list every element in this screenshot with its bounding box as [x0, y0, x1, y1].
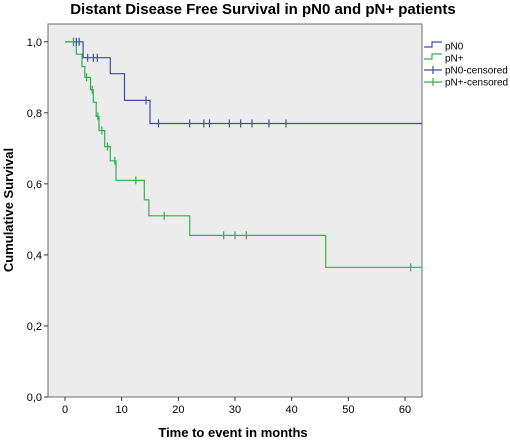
x-axis-label: Time to event in months: [158, 425, 307, 440]
x-tick-label: 20: [172, 404, 184, 416]
x-tick-label: 10: [116, 404, 128, 416]
y-axis: 0,0 0,2 0,4 0,6 0,8 1,0: [27, 37, 48, 404]
y-tick-label: 0,8: [27, 108, 42, 120]
y-axis-label: Cumulative Survival: [1, 148, 16, 272]
legend-label: pN+: [445, 54, 464, 65]
chart-title: Distant Disease Free Survival in pN0 and…: [70, 1, 456, 18]
y-tick-label: 1,0: [27, 37, 42, 49]
series-line-pn0: [65, 41, 422, 125]
plot-area: [47, 23, 423, 398]
legend-label: pN0: [445, 42, 464, 53]
x-tick-label: 0: [62, 404, 68, 416]
y-tick-label: 0,4: [27, 250, 42, 262]
x-tick-label: 30: [229, 404, 241, 416]
legend-label: pN0-censored: [445, 66, 508, 77]
legend-symbol: [424, 41, 442, 48]
x-tick-label: 60: [399, 404, 411, 416]
legend-label: pN+-censored: [445, 78, 508, 89]
legend-symbol: [424, 53, 442, 60]
y-tick-label: 0,0: [27, 392, 42, 404]
censor-marks: [72, 37, 412, 272]
y-tick-label: 0,6: [27, 179, 42, 191]
x-tick-label: 40: [286, 404, 298, 416]
y-tick-label: 0,2: [27, 321, 42, 333]
x-tick-label: 50: [342, 404, 354, 416]
x-axis: 0 10 20 30 40 50 60: [62, 397, 411, 416]
